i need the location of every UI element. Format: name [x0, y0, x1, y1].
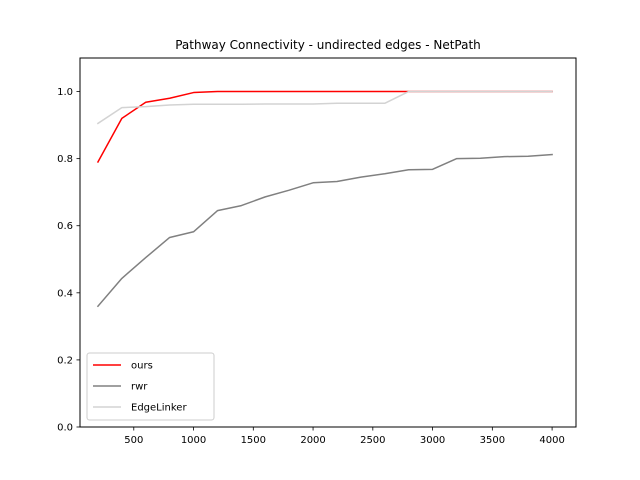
y-tick-label: 1.0 [57, 87, 73, 98]
x-axis: 500 1000 1500 2000 2500 3000 3500 4000 [124, 427, 565, 446]
series-line-edgelinker [96, 90, 553, 125]
y-tick-label: 0.8 [57, 154, 73, 165]
x-tick-label: 4000 [539, 435, 564, 446]
plot-frame [79, 57, 577, 428]
series-line-ours [96, 90, 553, 164]
y-axis: 0.0 0.2 0.4 0.6 0.8 1.0 [57, 87, 80, 434]
series-layer [96, 90, 553, 308]
y-tick-label: 0.2 [57, 355, 73, 366]
y-tick-label: 0.4 [57, 288, 73, 299]
x-tick-label: 3000 [420, 435, 445, 446]
y-tick-label: 0.0 [57, 423, 73, 434]
chart-title: Pathway Connectivity - undirected edges … [175, 38, 481, 52]
x-tick-label: 500 [124, 435, 143, 446]
x-tick-label: 2000 [300, 435, 325, 446]
series-line-rwr [96, 153, 553, 308]
x-tick-label: 3500 [480, 435, 505, 446]
x-tick-label: 2500 [360, 435, 385, 446]
x-tick-label: 1500 [241, 435, 266, 446]
legend-label-edgelinker: EdgeLinker [131, 403, 187, 414]
legend-box [86, 352, 215, 421]
x-tick-label: 1000 [181, 435, 206, 446]
legend-label-rwr: rwr [131, 382, 148, 393]
legend: ours rwr EdgeLinker [86, 352, 215, 421]
y-tick-label: 0.6 [57, 221, 73, 232]
legend-label-ours: ours [131, 361, 153, 372]
